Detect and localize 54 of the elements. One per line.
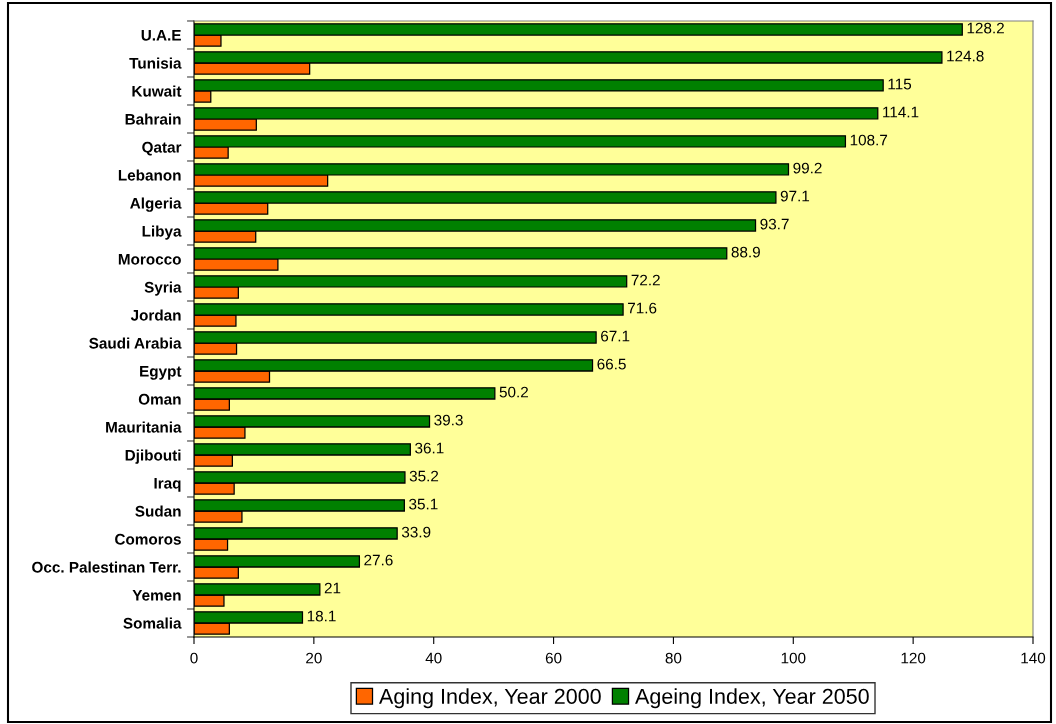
data-label: 36.1 <box>415 442 444 454</box>
y-tick-label: Yemen <box>132 590 181 601</box>
y-tick-label: Occ. Palestinan Terr. <box>32 561 181 573</box>
y-tick-label: U.A.E <box>141 30 181 41</box>
x-tick-label: 100 <box>781 652 806 664</box>
x-tick-label: 140 <box>1021 652 1046 664</box>
data-label: 33.9 <box>401 526 431 538</box>
data-label: 21 <box>324 582 341 594</box>
y-tick-label: Bahrain <box>125 113 181 125</box>
data-label: 67.1 <box>601 330 630 342</box>
data-label: 72.2 <box>631 274 660 286</box>
data-label: 108.7 <box>850 134 888 146</box>
y-tick-label: Egypt <box>140 365 182 380</box>
data-label: 18.1 <box>307 610 336 622</box>
data-label: 88.9 <box>731 246 760 258</box>
data-label: 35.2 <box>409 470 439 482</box>
data-label: 99.2 <box>793 162 822 174</box>
x-tick-label: 20 <box>306 652 322 664</box>
data-label: 39.3 <box>434 414 463 426</box>
data-label: 114.1 <box>883 106 919 118</box>
data-label: 66.5 <box>597 358 626 370</box>
x-tick-label: 80 <box>665 652 682 664</box>
y-tick-label: Qatar <box>142 141 182 156</box>
data-label: 35.1 <box>409 498 438 510</box>
y-tick-label: Kuwait <box>132 85 182 97</box>
y-tick-label: Somalia <box>123 617 182 629</box>
x-tick-label: 40 <box>425 652 442 664</box>
y-tick-label: Djibouti <box>125 449 181 464</box>
y-tick-label: Morocco <box>118 254 181 265</box>
data-label: 115 <box>888 78 912 90</box>
x-tick-label: 60 <box>545 652 562 664</box>
y-tick-label: Tunisia <box>129 57 182 69</box>
y-tick-label: Algeria <box>130 197 182 212</box>
data-label: 50.2 <box>499 386 528 398</box>
legend-label: Ageing Index, Year 2050 <box>635 688 869 709</box>
y-tick-label: Sudan <box>135 505 181 517</box>
y-tick-label: Syria <box>144 281 182 296</box>
y-tick-label: Saudi Arabia <box>89 337 182 349</box>
y-tick-label: Mauritania <box>106 421 182 433</box>
x-tick-label: 0 <box>190 652 198 664</box>
x-tick-label: 120 <box>901 652 926 664</box>
data-label: 97.1 <box>780 190 810 202</box>
y-tick-label: Jordan <box>130 309 181 321</box>
y-tick-label: Lebanon <box>118 169 181 181</box>
data-label: 124.8 <box>947 50 984 62</box>
data-label: 71.6 <box>628 302 657 314</box>
y-tick-label: Oman <box>138 393 181 405</box>
y-tick-label: Iraq <box>154 478 181 492</box>
data-label: 93.7 <box>760 218 789 230</box>
legend-label: Aging Index, Year 2000 <box>379 688 601 709</box>
y-tick-label: Comoros <box>115 533 181 545</box>
y-tick-label: Libya <box>142 225 182 240</box>
data-label: 128.2 <box>967 22 1004 34</box>
data-label: 27.6 <box>364 554 393 566</box>
